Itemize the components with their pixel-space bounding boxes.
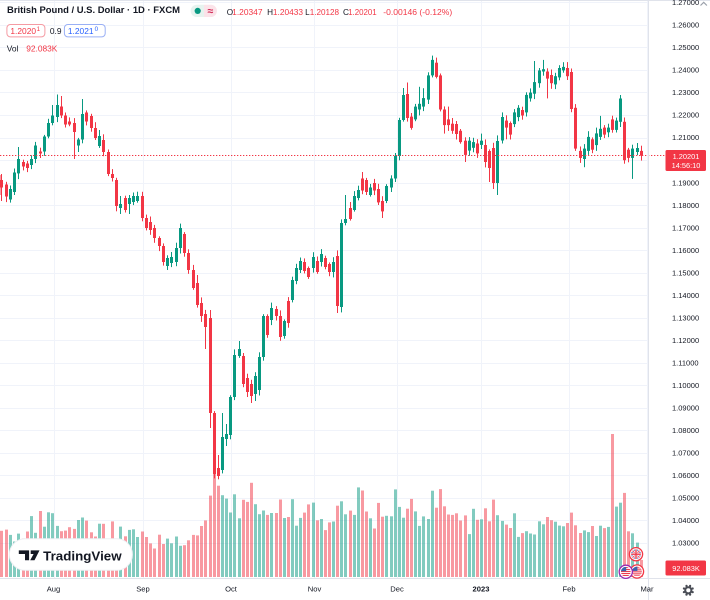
svg-text:0: 0 [95,26,99,33]
svg-text:1.22000: 1.22000 [672,111,699,120]
svg-text:1.2020: 1.2020 [10,26,36,36]
svg-text:0.9: 0.9 [50,26,62,36]
svg-text:Oct: Oct [225,585,238,594]
svg-text:1.14000: 1.14000 [672,291,699,300]
svg-text:1.20128: 1.20128 [310,8,340,17]
svg-text:1.24000: 1.24000 [672,66,699,75]
svg-text:1.17000: 1.17000 [672,223,699,232]
svg-text:1.20201: 1.20201 [348,8,377,17]
svg-text:1.12000: 1.12000 [672,336,699,345]
svg-text:C: C [343,8,349,17]
svg-text:Vol: Vol [7,44,19,54]
svg-text:92.083K: 92.083K [672,564,700,573]
svg-text:British Pound / U.S. Dollar ·: British Pound / U.S. Dollar · 1D · FXCM [7,5,180,15]
svg-text:1: 1 [37,26,41,33]
svg-text:1.06000: 1.06000 [672,471,699,480]
svg-text:1.05000: 1.05000 [672,494,699,503]
svg-text:1.07000: 1.07000 [672,449,699,458]
svg-text:≈: ≈ [208,5,214,17]
svg-text:Dec: Dec [390,585,404,594]
svg-text:L: L [305,8,310,17]
svg-text:1.08000: 1.08000 [672,426,699,435]
svg-text:Nov: Nov [308,585,322,594]
svg-text:14:56:10: 14:56:10 [672,161,701,170]
svg-text:1.15000: 1.15000 [672,268,699,277]
svg-text:1.18000: 1.18000 [672,201,699,210]
svg-text:2023: 2023 [473,585,490,594]
svg-text:1.20347: 1.20347 [232,8,263,17]
svg-text:1.09000: 1.09000 [672,404,699,413]
svg-text:Aug: Aug [47,585,61,594]
svg-text:Mar: Mar [640,585,654,594]
svg-text:1.13000: 1.13000 [672,313,699,322]
svg-text:1.04000: 1.04000 [672,516,699,525]
svg-text:1.23000: 1.23000 [672,88,699,97]
svg-text:1.11000: 1.11000 [672,359,699,368]
svg-text:1.20201: 1.20201 [673,152,700,161]
svg-text:1.27000: 1.27000 [672,0,699,7]
svg-text:1.19000: 1.19000 [672,178,699,187]
svg-text:1.25000: 1.25000 [672,43,699,52]
svg-text:1.20433: 1.20433 [273,8,304,17]
svg-text:O: O [227,8,233,17]
svg-text:1.2021: 1.2021 [68,26,94,36]
svg-text:1.21000: 1.21000 [672,133,699,142]
svg-text:1.26000: 1.26000 [672,21,699,30]
svg-text:TradingView: TradingView [43,549,122,563]
svg-text:-0.00146 (-0.12%): -0.00146 (-0.12%) [383,8,452,17]
svg-text:Feb: Feb [562,585,575,594]
svg-text:1.10000: 1.10000 [672,381,699,390]
svg-text:92.083K: 92.083K [26,44,58,54]
svg-text:H: H [267,8,273,17]
svg-text:Sep: Sep [136,585,150,594]
svg-text:1.03000: 1.03000 [672,539,699,548]
svg-text:1.16000: 1.16000 [672,246,699,255]
